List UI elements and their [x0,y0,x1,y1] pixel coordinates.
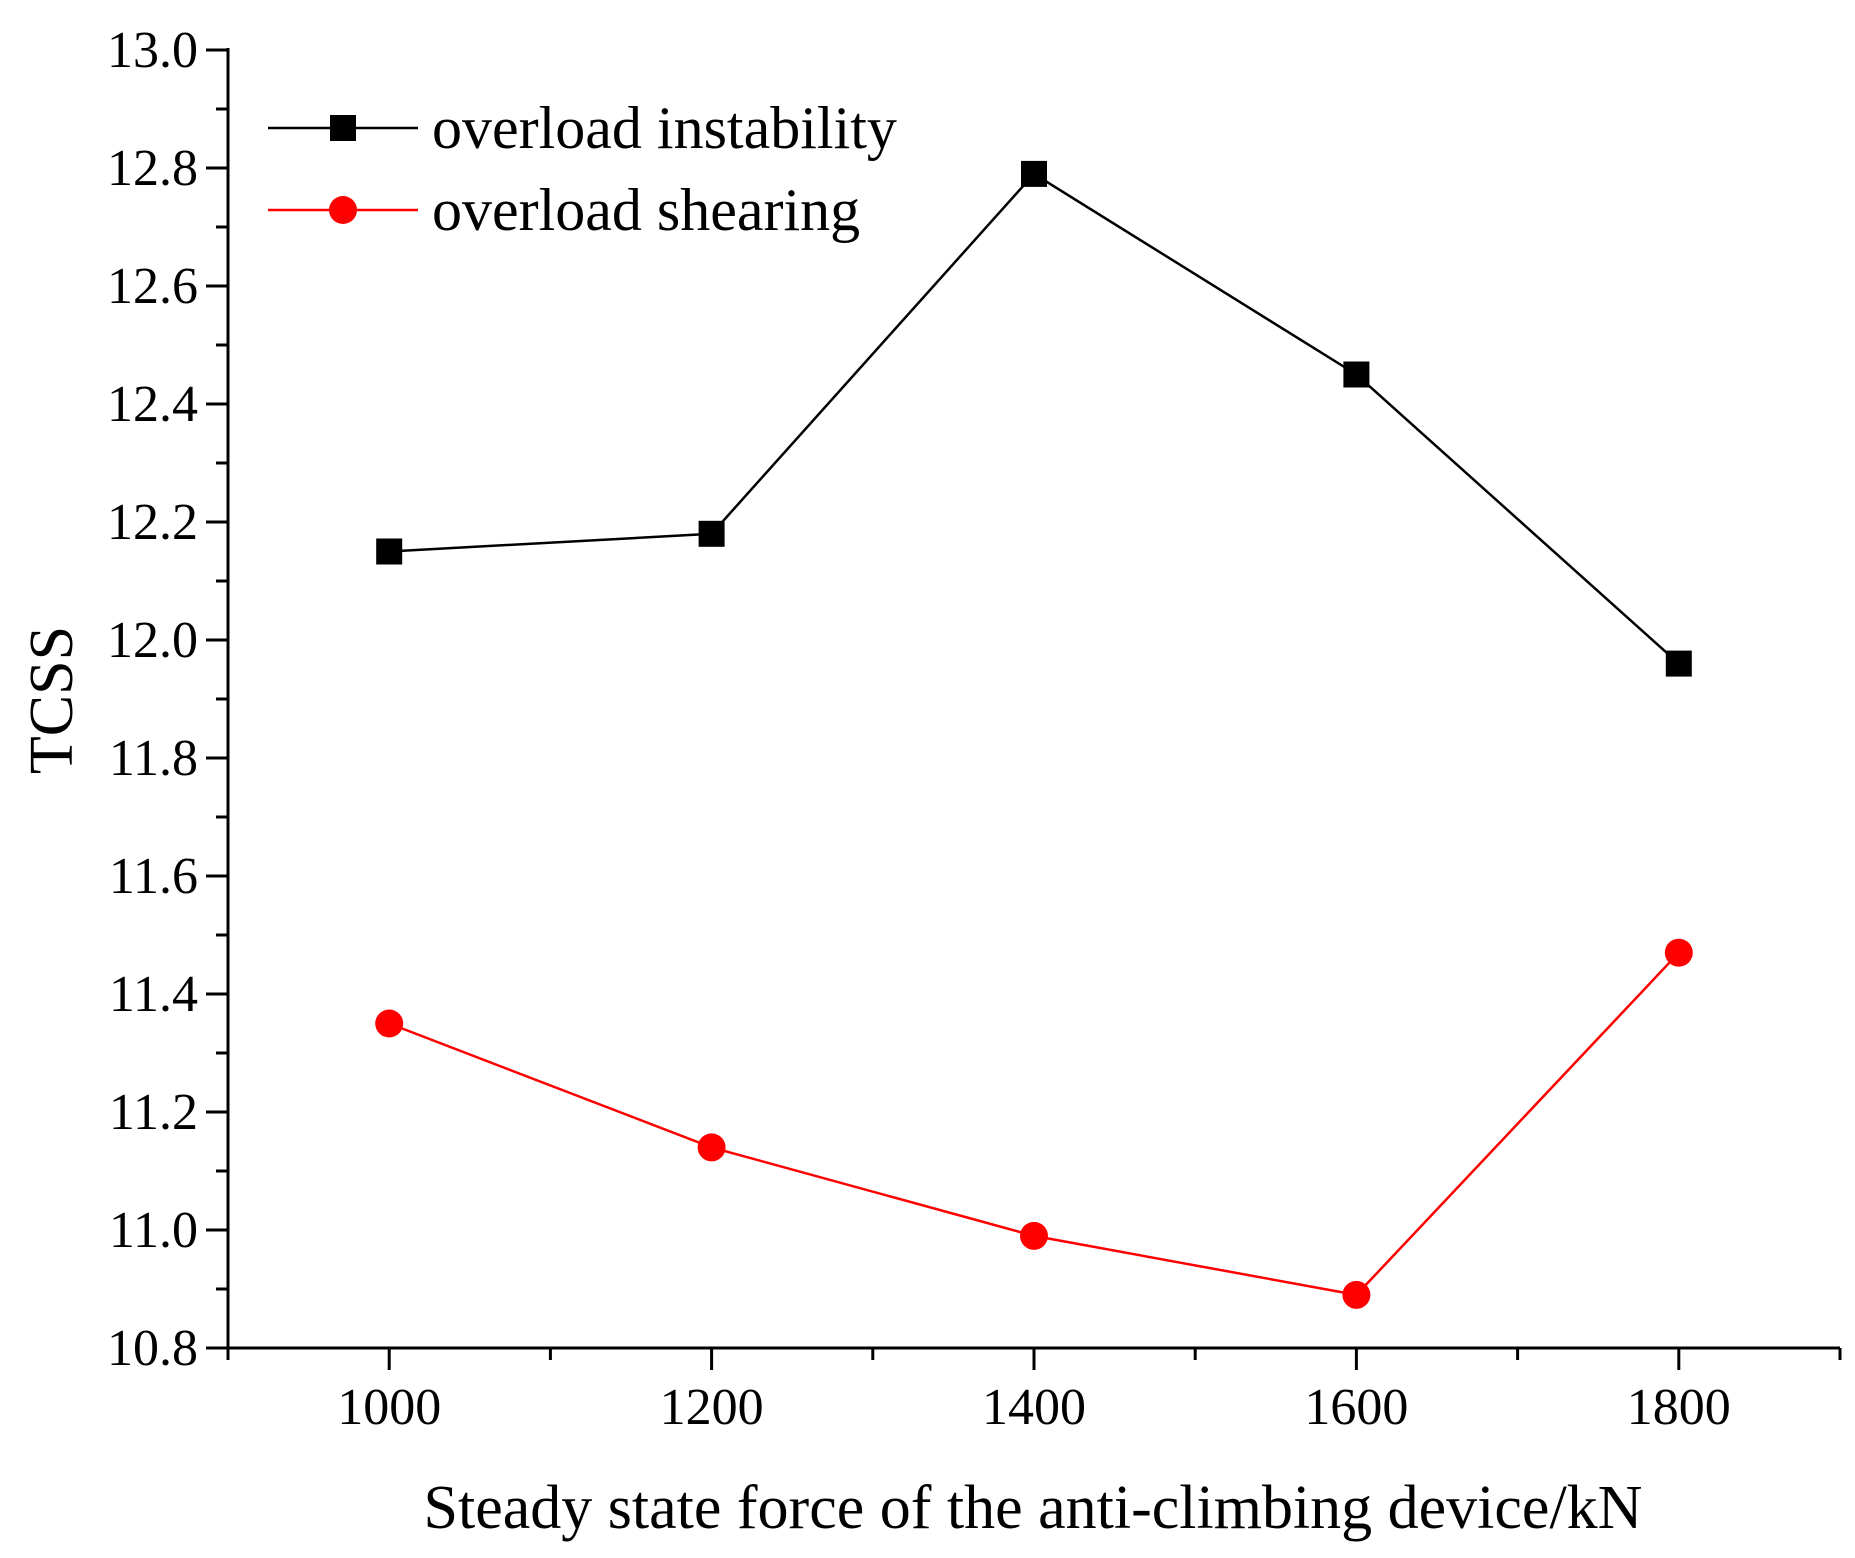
y-tick-label: 12.2 [107,494,198,551]
data-point [1664,938,1693,967]
series-layer [375,160,1693,1309]
legend-label: overload shearing [432,177,860,243]
data-point [1020,1221,1048,1250]
y-tick-label: 12.4 [107,376,198,433]
series-overload-instability [376,160,1692,677]
data-point [1665,650,1692,677]
y-tick-label: 12.6 [107,258,198,315]
y-tick-label: 11.6 [109,848,198,905]
y-tick-label: 11.0 [109,1202,198,1259]
y-tick-label: 11.8 [109,730,198,787]
x-tick-label: 1400 [982,1379,1086,1436]
legend-marker [330,115,356,141]
legend-label: overload instability [432,95,897,161]
data-point [1342,1280,1371,1309]
data-point [1343,361,1370,388]
x-tick-label: 1800 [1627,1379,1731,1436]
y-tick-label: 12.8 [107,140,198,197]
legend-item: overload instability [268,95,897,161]
data-point [375,1009,404,1038]
x-axis-title: Steady state force of the anti-climbing … [424,1474,1643,1542]
y-tick-label: 10.8 [107,1320,198,1377]
y-tick-label: 11.4 [109,966,198,1023]
data-point [698,520,725,547]
series-line [389,172,1680,665]
y-tick-label: 13.0 [107,22,198,79]
legend: overload instability overload shearing [268,95,897,243]
data-point [1021,160,1047,187]
x-tick-label: 1600 [1304,1379,1408,1436]
legend-marker [329,196,357,224]
legend-item: overload shearing [268,177,860,243]
y-tick-label: 12.0 [107,612,198,669]
y-tick-label: 11.2 [109,1084,198,1141]
data-point [697,1133,726,1162]
axes [226,48,1840,1350]
y-axis-title: TCSS [18,626,86,774]
y-axis-ticks: 10.8 11.0 11.2 11.4 11.6 11.8 12.0 12.2 12.4 12.6… [107,22,228,1377]
series-overload-shearing [375,938,1693,1309]
x-axis-ticks: 1000 1200 1400 1600 1800 [226,1348,1842,1436]
x-tick-label: 1000 [337,1379,441,1436]
data-point [376,538,403,565]
x-tick-label: 1200 [660,1379,764,1436]
